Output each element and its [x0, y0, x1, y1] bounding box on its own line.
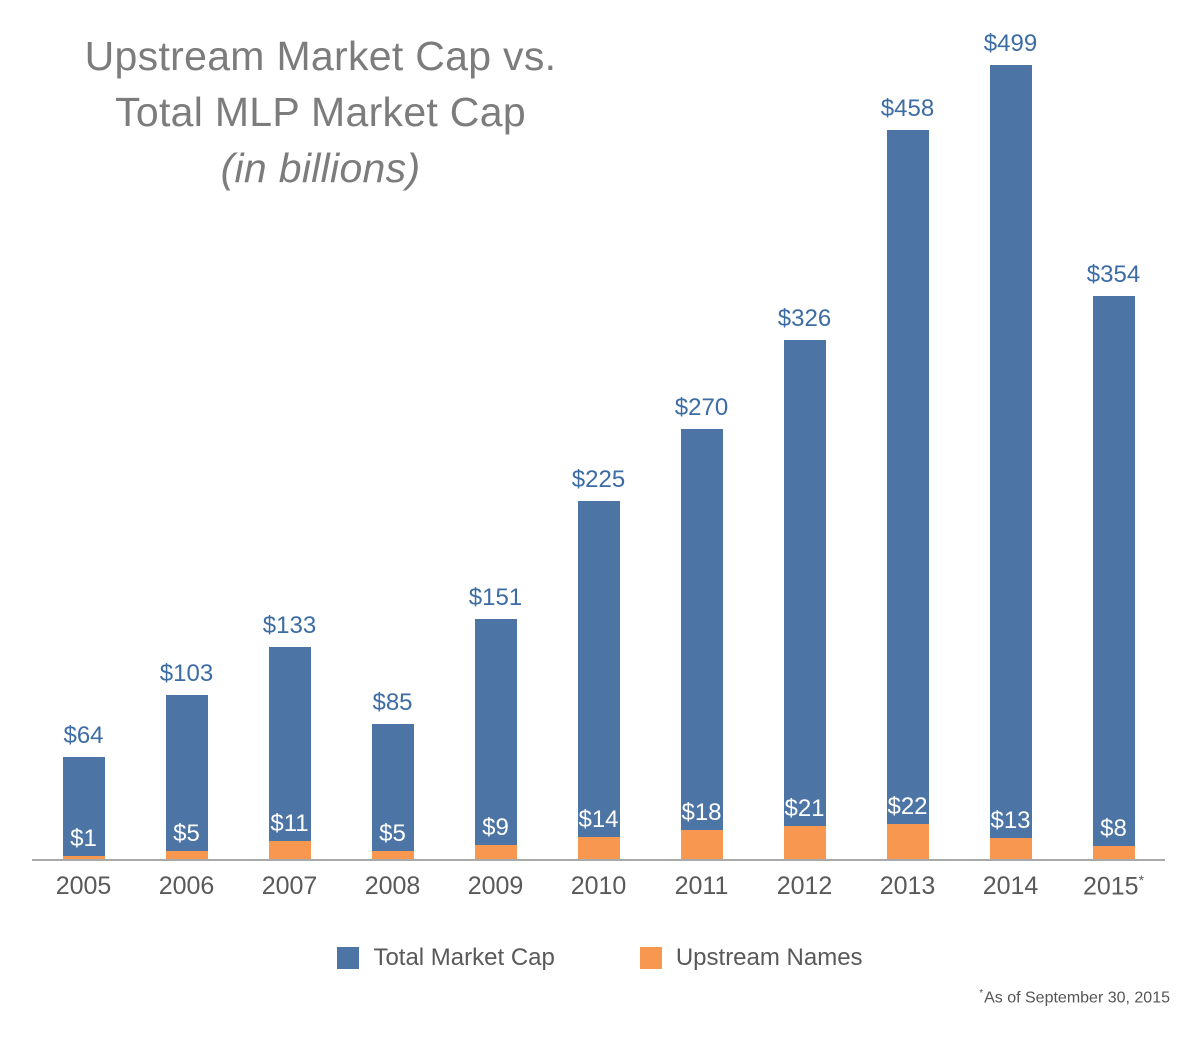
x-tick-label: 2015*: [1082, 872, 1145, 901]
upstream-value-label: $11: [270, 810, 309, 837]
bar-column-2009: $9 $151 2009: [444, 60, 547, 900]
x-tick-label: 2008: [364, 872, 421, 900]
legend-label-total-market-cap: Total Market Cap: [373, 944, 555, 971]
total-value-label: $64: [63, 722, 104, 749]
upstream-names-bar-segment: [165, 851, 208, 859]
total-market-cap-bar-segment: [474, 619, 517, 845]
x-tick-label: 2006: [158, 872, 215, 900]
bar-column-2007: $11 $133 2007: [238, 60, 341, 900]
total-value-label: $133: [262, 612, 317, 639]
x-tick-label: 2005: [55, 872, 112, 900]
upstream-value-label: $9: [482, 814, 509, 841]
bar-column-2014: $13 $499 2014: [959, 30, 1062, 900]
total-market-cap-bar-segment: [886, 130, 929, 824]
total-market-cap-bar-segment: [371, 724, 414, 851]
footnote-text: As of September 30, 2015: [984, 989, 1170, 1007]
upstream-names-bar-segment: [62, 856, 105, 859]
upstream-value-label: $18: [681, 799, 722, 826]
total-value-label: $270: [674, 394, 729, 421]
chart-subtitle: (in billions): [220, 145, 421, 191]
total-market-cap-bar-segment: [165, 695, 208, 851]
chart-title-line2: Total MLP Market Cap: [115, 89, 526, 135]
chart-title: Upstream Market Cap vs. Total MLP Market…: [58, 28, 583, 196]
upstream-names-bar-segment: [474, 845, 517, 859]
upstream-names-bar-segment: [268, 841, 311, 859]
footnote-marker: *: [979, 988, 984, 999]
upstream-value-label: $1: [70, 825, 97, 852]
total-value-label: $458: [880, 95, 935, 122]
x-tick-label: 2009: [467, 872, 524, 900]
legend-swatch-upstream-names: [639, 947, 662, 969]
bar-column-2006: $5 $103 2006: [135, 60, 238, 900]
upstream-value-label: $14: [578, 806, 619, 833]
legend-item-upstream-names: Upstream Names: [639, 944, 863, 972]
total-market-cap-bar-segment: [783, 340, 826, 826]
upstream-value-label: $21: [784, 795, 825, 822]
legend-swatch-total-market-cap: [337, 947, 360, 969]
upstream-names-bar-segment: [577, 837, 620, 859]
upstream-names-bar-segment: [886, 824, 929, 859]
total-market-cap-bar-segment: [577, 501, 620, 837]
upstream-value-label: $13: [990, 807, 1031, 834]
upstream-names-bar-segment: [783, 826, 826, 859]
legend: Total Market Cap Upstream Names: [0, 944, 1200, 972]
x-tick-label: 2013: [879, 872, 936, 900]
total-value-label: $354: [1086, 261, 1141, 288]
upstream-value-label: $5: [379, 820, 406, 847]
upstream-names-bar-segment: [989, 838, 1032, 859]
bar-column-2010: $14 $225 2010: [547, 60, 650, 900]
upstream-value-label: $22: [887, 793, 928, 820]
x-tick-label: 2010: [570, 872, 627, 900]
total-market-cap-bar-segment: [1092, 296, 1135, 846]
total-value-label: $326: [777, 305, 832, 332]
bar-column-2013: $22 $458 2013: [856, 60, 959, 900]
bar-column-2005: $1 $64 2005: [32, 60, 135, 900]
legend-item-total-market-cap: Total Market Cap: [337, 944, 555, 972]
total-market-cap-bar-segment: [62, 757, 105, 856]
x-tick-label: 2011: [674, 872, 729, 900]
total-value-label: $225: [571, 466, 626, 493]
total-value-label: $85: [372, 689, 413, 716]
total-market-cap-bar-segment: [268, 647, 311, 841]
chart-title-line1: Upstream Market Cap vs.: [84, 33, 557, 79]
total-value-label: $103: [159, 660, 214, 687]
total-value-label: $151: [468, 584, 523, 611]
upstream-value-label: $8: [1100, 815, 1127, 842]
x-tick-label: 2007: [261, 872, 318, 900]
bar-column-2015: $8 $354 2015*: [1062, 60, 1165, 900]
plot-area: $1 $64 2005 $5 $103 2006 $11 $133 2007 $5 $85 2008 $…: [32, 30, 1165, 900]
legend-label-upstream-names: Upstream Names: [675, 944, 863, 971]
upstream-names-bar-segment: [1092, 846, 1135, 859]
bar-column-2011: $18 $270 2011: [650, 60, 753, 900]
x-tick-label: 2014: [982, 872, 1039, 900]
footnote: *As of September 30, 2015: [979, 988, 1170, 1007]
bar-column-2008: $5 $85 2008: [341, 60, 444, 900]
bar-column-2012: $21 $326 2012: [753, 60, 856, 900]
upstream-names-bar-segment: [680, 830, 723, 859]
upstream-value-label: $5: [173, 820, 200, 847]
x-tick-label: 2012: [776, 872, 833, 900]
upstream-names-bar-segment: [371, 851, 414, 859]
total-value-label: $499: [983, 30, 1038, 57]
x-axis-line: [32, 859, 1165, 861]
total-market-cap-bar-segment: [680, 429, 723, 830]
total-market-cap-bar-segment: [989, 65, 1032, 838]
